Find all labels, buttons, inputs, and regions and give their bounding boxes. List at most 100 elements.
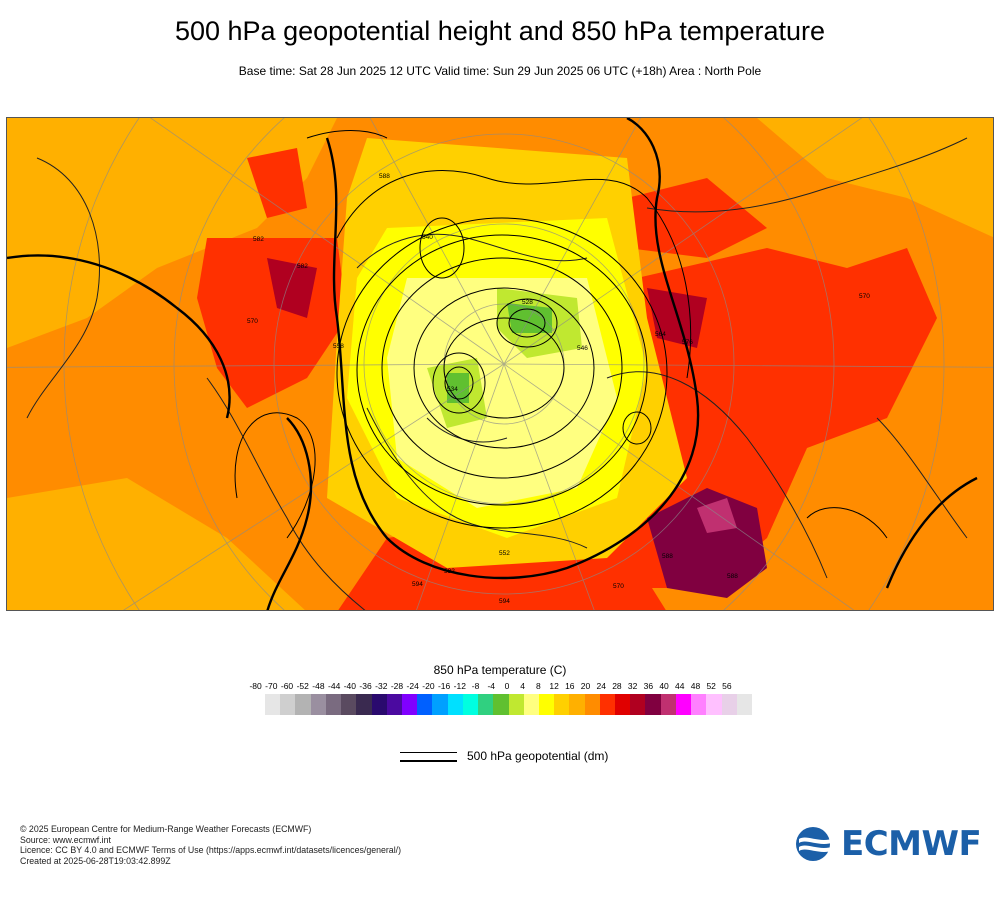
legend-swatch <box>599 694 616 715</box>
legend-tick-label: 24 <box>596 681 606 691</box>
legend-ticks: -80 -70 -60 -52 -48 -44 -40 -36 -32 -28 -24 -20 -16-… <box>240 681 760 693</box>
legend-tick-label: -12 <box>453 681 466 691</box>
geopotential-contours-thick <box>7 118 978 610</box>
contour-label: 588 <box>379 173 390 180</box>
contour-label: 582 <box>444 568 455 575</box>
temp-region-16b <box>757 118 993 238</box>
temp-region-28a <box>267 258 317 318</box>
legend-tick-label: -32 <box>375 681 388 691</box>
legend-swatch <box>493 694 509 715</box>
temp-region-24e <box>247 148 307 218</box>
weather-map[interactable]: 540 528 534 546 564 576 558 570 582 588 … <box>6 117 994 611</box>
legend-tick-label: -40 <box>343 681 357 691</box>
legend-swatch <box>295 694 311 715</box>
legend-tick-label: -44 <box>328 681 341 691</box>
legend-swatch <box>660 694 676 715</box>
licence-line: Licence: CC BY 4.0 and ECMWF Terms of Us… <box>20 845 402 855</box>
legend-tick-label: -80 <box>249 681 262 691</box>
legend-tick-label: 36 <box>643 681 654 691</box>
legend-swatch <box>538 694 555 715</box>
contour-label: 570 <box>859 293 870 300</box>
legend-swatch <box>584 694 600 715</box>
legend-swatch <box>386 694 402 715</box>
legend-tick-label: -36 <box>359 681 372 691</box>
footer-credits: © 2025 European Centre for Medium-Range … <box>20 824 401 866</box>
geopotential-legend-label: 500 hPa geopotential (dm) <box>467 749 609 763</box>
contour-label: 582 <box>297 263 308 270</box>
legend-tick-label: 8 <box>536 681 541 691</box>
contour-label: 528 <box>522 299 533 306</box>
legend-swatch <box>325 694 342 715</box>
contour-label: 582 <box>253 236 264 243</box>
page-title: 500 hPa geopotential height and 850 hPa … <box>174 16 825 46</box>
legend-swatch <box>265 694 281 715</box>
legend-tick-label: 44 <box>675 681 685 691</box>
contour-label: 588 <box>727 573 738 580</box>
legend-swatch <box>706 694 722 715</box>
legend-tick-label: 20 <box>580 681 591 691</box>
legend-swatch <box>721 694 737 715</box>
legend-swatch <box>645 694 661 715</box>
legend-swatch <box>691 694 707 715</box>
legend-swatch <box>675 694 692 715</box>
legend-swatch <box>478 694 494 715</box>
legend-swatch <box>417 694 433 715</box>
legend-tick-label: -16 <box>437 681 451 691</box>
legend-tick-label: -60 <box>280 681 294 691</box>
page-subtitle: Base time: Sat 28 Jun 2025 12 UTC Valid … <box>238 64 762 78</box>
created-line: Created at 2025-06-28T19:03:42.899Z <box>20 855 171 866</box>
contour-label: 540 <box>422 234 433 241</box>
contour-label: 570 <box>613 583 624 590</box>
legend-tick-label: 0 <box>504 681 510 691</box>
temp-region-16c <box>7 478 305 610</box>
legend-swatch <box>508 694 524 715</box>
copyright-line: © 2025 European Centre for Medium-Range … <box>20 824 312 834</box>
legend-swatch <box>630 694 646 715</box>
ecmwf-logo[interactable]: ECMWF <box>795 824 985 864</box>
geopotential-contours <box>234 130 888 539</box>
contour-label: 564 <box>655 331 666 338</box>
legend-swatch <box>371 694 387 715</box>
contour-label: 594 <box>499 598 510 605</box>
legend-swatch <box>432 694 448 715</box>
legend-tick-label: 12 <box>549 681 559 691</box>
legend-tick-label: -8 <box>471 681 480 691</box>
legend-tick-label: 16 <box>565 681 575 691</box>
contour-label: 558 <box>333 343 344 350</box>
legend-tick-label: 40 <box>659 681 669 691</box>
geopotential-legend: 500 hPa geopotential (dm) <box>400 748 660 766</box>
legend-swatch <box>569 694 585 715</box>
contour-label-group: 540 528 534 546 564 576 558 570 582 588 … <box>247 173 870 605</box>
ecmwf-logo-icon <box>796 827 835 861</box>
contour-label: 588 <box>662 553 673 560</box>
legend-swatch <box>280 694 296 715</box>
legend-tick-label: 32 <box>627 681 638 691</box>
contour-label: 570 <box>247 318 258 325</box>
ecmwf-logo-text: ECMWF <box>841 824 982 864</box>
legend-tick-label: 4 <box>520 681 526 691</box>
legend-swatch <box>462 694 479 715</box>
legend-tick-label: -70 <box>265 681 278 691</box>
legend-tick-label: 48 <box>690 681 701 691</box>
legend-swatch <box>736 694 752 715</box>
legend-tick-label: 28 <box>612 681 622 691</box>
legend-swatch <box>341 694 357 715</box>
legend-tick-label: -4 <box>487 681 496 691</box>
legend-swatch <box>554 694 570 715</box>
contour-label: 594 <box>412 581 423 588</box>
legend-tick-label: -24 <box>406 681 419 691</box>
source-line: Source: www.ecmwf.int <box>20 834 111 845</box>
legend-tick-label: -28 <box>390 681 404 691</box>
legend-swatch <box>523 694 539 715</box>
legend-title: 850 hPa temperature (C) <box>433 663 567 677</box>
legend-swatch <box>310 694 326 715</box>
contour-label: 534 <box>447 386 458 393</box>
legend-tick-label: 56 <box>722 681 732 691</box>
contour-label: 546 <box>577 345 588 352</box>
geopotential-line-sample <box>400 750 457 762</box>
legend-tick-label: -20 <box>422 681 435 691</box>
legend-color-bar <box>265 694 752 715</box>
legend-tick-label: -52 <box>296 681 309 691</box>
legend-swatch <box>356 694 372 715</box>
legend-swatch <box>401 694 418 715</box>
